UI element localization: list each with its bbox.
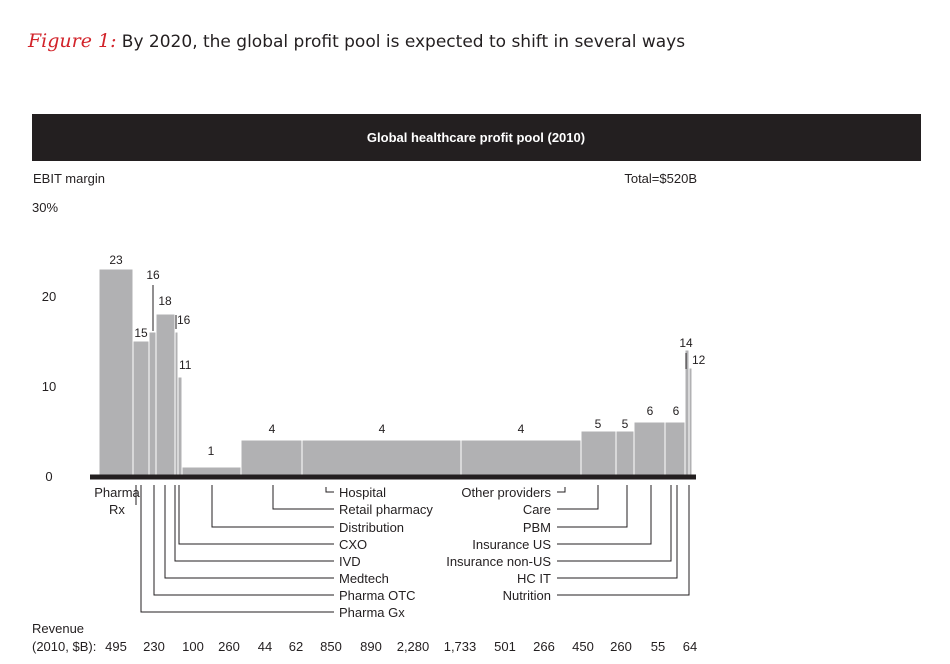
bar-10 (580, 430, 617, 477)
chart-banner (32, 114, 921, 161)
bar-value-label: 14 (679, 336, 693, 350)
revenue-value: 450 (572, 639, 594, 654)
chart-banner-title: Global healthcare profit pool (2010) (367, 130, 585, 145)
bar-value-label: 5 (622, 417, 629, 431)
connector-line (557, 485, 690, 596)
connector-line (211, 485, 334, 528)
bar-5 (177, 376, 183, 477)
bar-value-label: 16 (177, 313, 191, 327)
revenue-value: 55 (651, 639, 665, 654)
bar-0 (98, 268, 134, 477)
connector-line (140, 485, 334, 613)
revenue-value: 260 (218, 639, 240, 654)
bar-value-label: 5 (595, 417, 602, 431)
revenue-value: 890 (360, 639, 382, 654)
revenue-value: 266 (533, 639, 555, 654)
category-label: Pharma OTC (339, 588, 416, 603)
figure-label: Figure 1: (28, 30, 117, 52)
total-label: Total=$520B (624, 171, 697, 186)
y-tick-label: 30% (32, 200, 58, 215)
bar-3 (155, 313, 176, 477)
bar-value-label: 1 (208, 444, 215, 458)
bar-15 (688, 367, 693, 477)
bar-value-label: 12 (692, 353, 706, 367)
bar-value-label: 23 (109, 253, 123, 267)
category-label: Insurance non-US (446, 554, 551, 569)
connector-line (557, 485, 628, 528)
connector-line (557, 487, 566, 493)
category-label: Distribution (339, 520, 404, 535)
connector-line (557, 485, 672, 562)
figure-title: Figure 1: By 2020, the global profit poo… (28, 30, 685, 53)
bar-9 (460, 439, 582, 477)
category-label: Medtech (339, 571, 389, 586)
revenue-value: 100 (182, 639, 204, 654)
category-label: CXO (339, 537, 367, 552)
category-label: Care (523, 502, 551, 517)
revenue-value: 62 (289, 639, 303, 654)
category-label: Insurance US (472, 537, 551, 552)
bar-value-label: 4 (269, 422, 276, 436)
connector-line (557, 485, 652, 545)
revenue-label: Revenue (32, 621, 84, 636)
bar-13 (664, 421, 686, 477)
revenue-value: 230 (143, 639, 165, 654)
connector-line (272, 485, 334, 510)
connector-line (174, 485, 334, 562)
bar-11 (615, 430, 635, 477)
connector-line (557, 485, 678, 579)
category-label: Retail pharmacy (339, 502, 433, 517)
y-tick-label: 0 (45, 469, 52, 484)
bar-value-label: 11 (179, 358, 192, 372)
bar-value-label: 16 (146, 268, 160, 282)
bar-value-label: 4 (518, 422, 525, 436)
bar-value-label: 18 (158, 294, 172, 308)
category-label: Pharma Rx (94, 485, 140, 517)
revenue-value: 64 (683, 639, 697, 654)
revenue-value: 44 (258, 639, 272, 654)
bar-value-label: 4 (379, 422, 386, 436)
bar-value-label: 6 (647, 404, 654, 418)
connector-line (178, 485, 334, 545)
bar-value-label: 6 (673, 404, 680, 418)
category-label: Nutrition (503, 588, 551, 603)
category-label: Pharma Gx (339, 605, 405, 620)
y-axis-label: EBIT margin (33, 171, 105, 186)
revenue-value: 501 (494, 639, 516, 654)
revenue-value: 850 (320, 639, 342, 654)
revenue-value: 1,733 (444, 639, 477, 654)
y-tick-label: 10 (42, 379, 56, 394)
category-label: PBM (523, 520, 551, 535)
bar-value-label: 15 (134, 326, 148, 340)
revenue-value: 495 (105, 639, 127, 654)
revenue-value: 2,280 (397, 639, 430, 654)
bar-8 (301, 439, 462, 477)
revenue-label: (2010, $B): (32, 639, 96, 654)
bar-12 (633, 421, 666, 477)
bar-1 (132, 340, 150, 477)
y-tick-label: 20 (42, 289, 56, 304)
bar-2 (148, 331, 157, 477)
connector-line (325, 487, 334, 493)
connector-line (557, 485, 599, 510)
category-label: Other providers (461, 485, 551, 500)
revenue-value: 260 (610, 639, 632, 654)
category-label: HC IT (517, 571, 551, 586)
bar-7 (240, 439, 303, 477)
figure-title-text: By 2020, the global profit pool is expec… (121, 32, 686, 52)
category-label: Hospital (339, 485, 386, 500)
category-label: IVD (339, 554, 361, 569)
connector-line (164, 485, 334, 579)
connector-line (153, 485, 334, 596)
